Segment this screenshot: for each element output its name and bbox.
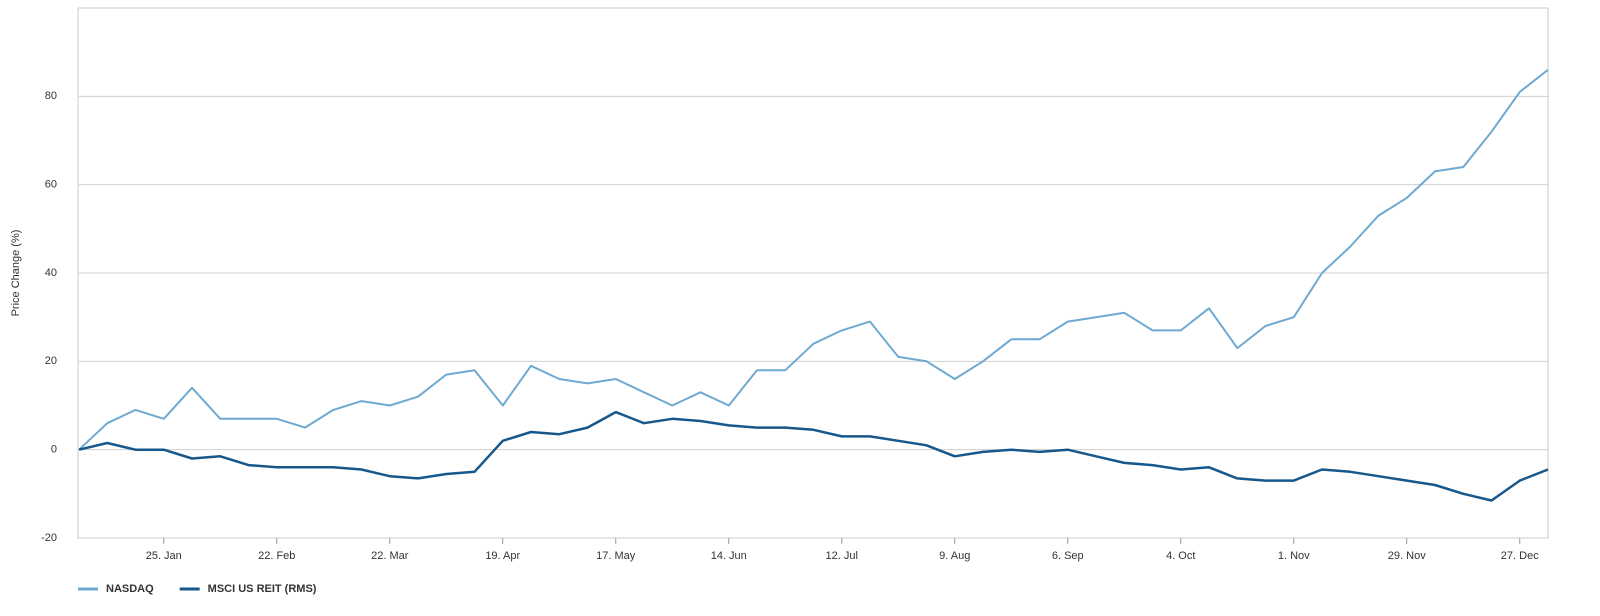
- x-tick-label: 19. Apr: [485, 550, 520, 562]
- x-tick-label: 22. Feb: [258, 550, 295, 562]
- y-tick-label: -20: [41, 532, 57, 544]
- x-tick-label: 25. Jan: [146, 550, 182, 562]
- y-tick-label: 60: [45, 179, 57, 191]
- y-tick-label: 0: [51, 444, 57, 456]
- y-tick-label: 40: [45, 267, 57, 279]
- x-tick-label: 27. Dec: [1501, 550, 1539, 562]
- x-tick-label: 4. Oct: [1166, 550, 1195, 562]
- legend-label: NASDAQ: [106, 583, 154, 595]
- x-tick-label: 6. Sep: [1052, 550, 1084, 562]
- x-tick-label: 1. Nov: [1278, 550, 1310, 562]
- x-tick-label: 17. May: [596, 550, 636, 562]
- x-tick-label: 12. Jul: [826, 550, 858, 562]
- data-line: [78, 410, 1549, 502]
- x-tick-label: 29. Nov: [1388, 550, 1426, 562]
- data-line: [78, 69, 1549, 451]
- x-tick-label: 9. Aug: [939, 550, 970, 562]
- legend-label: MSCI US REIT (RMS): [208, 583, 317, 595]
- y-tick-label: 80: [45, 90, 57, 102]
- x-tick-label: 14. Jun: [711, 550, 747, 562]
- y-tick-label: 20: [45, 355, 57, 367]
- y-axis-label: Price Change (%): [10, 230, 22, 317]
- x-tick-label: 22. Mar: [371, 550, 409, 562]
